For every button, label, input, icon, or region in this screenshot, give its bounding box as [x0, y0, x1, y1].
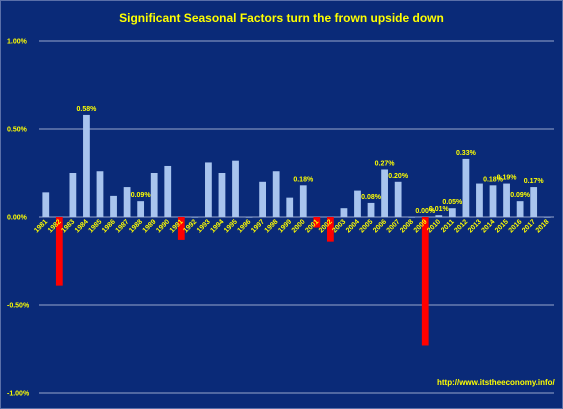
x-tick-label: 2017 — [521, 218, 537, 234]
bar — [177, 217, 185, 240]
bar — [286, 197, 294, 217]
x-tick-label: 1996 — [237, 218, 253, 234]
data-label: 0.19% — [497, 175, 518, 182]
x-tick-label: 2000 — [291, 218, 307, 234]
bar — [367, 202, 375, 217]
bar — [476, 183, 483, 217]
data-label: 0.27% — [375, 160, 396, 167]
x-tick-label: 2004 — [345, 218, 361, 234]
x-tick-label: 2015 — [494, 218, 510, 234]
bar — [462, 158, 470, 217]
data-label: 0.05% — [442, 199, 463, 206]
data-label: 0.18% — [293, 176, 314, 183]
x-tick-label: 1985 — [87, 218, 103, 234]
chart-title: Significant Seasonal Factors turn the fr… — [119, 11, 444, 25]
bar — [394, 181, 402, 217]
x-tick-label: 2014 — [480, 218, 496, 234]
bar — [150, 173, 158, 217]
x-tick-label: 2007 — [386, 218, 402, 234]
x-tick-label: 1998 — [264, 218, 280, 234]
data-label: 0.17% — [524, 178, 545, 185]
x-tick-label: 1999 — [277, 218, 293, 234]
y-tick-label: -0.50% — [7, 303, 30, 310]
data-label: 0.20% — [388, 173, 409, 180]
x-tick-label: 2008 — [399, 218, 415, 234]
bar — [381, 169, 388, 217]
bar — [272, 171, 280, 217]
x-tick-label: 1992 — [182, 218, 198, 234]
data-label: 0.09% — [510, 192, 531, 199]
bar — [245, 217, 253, 218]
x-tick-label: 2012 — [453, 218, 469, 234]
x-tick-label: 1987 — [115, 218, 131, 234]
data-label: 0.09% — [131, 192, 152, 199]
x-tick-label: 1989 — [142, 218, 158, 234]
bar — [55, 217, 63, 286]
bar — [218, 173, 226, 217]
x-tick-label: 1988 — [128, 218, 144, 234]
bar — [69, 173, 77, 217]
bar — [313, 217, 321, 228]
y-tick-label: -1.00% — [7, 391, 30, 398]
y-tick-label: 0.00% — [7, 215, 28, 222]
bar — [543, 217, 551, 218]
bar — [137, 201, 145, 217]
footer-url: http://www.itstheeconomy.info/ — [437, 378, 555, 387]
x-tick-label: 1995 — [223, 218, 239, 234]
data-label: 0.08% — [361, 194, 382, 201]
bar — [83, 114, 90, 217]
x-tick-label: 1994 — [209, 218, 225, 234]
x-tick-label: 2005 — [358, 218, 374, 234]
bar — [299, 185, 307, 217]
x-tick-label: 2011 — [440, 218, 456, 234]
bar — [489, 185, 497, 217]
bar — [42, 192, 50, 217]
bar — [530, 187, 538, 217]
data-label: 0.58% — [77, 106, 98, 113]
x-tick-label: 2006 — [372, 218, 388, 234]
x-tick-label: 1997 — [250, 218, 266, 234]
bar — [340, 208, 348, 217]
data-label: 0.33% — [456, 150, 477, 157]
bar — [110, 195, 117, 217]
x-tick-label: 2003 — [331, 218, 347, 234]
x-tick-label: 2018 — [535, 218, 551, 234]
x-tick-label: 1986 — [101, 218, 117, 234]
x-tick-label: 1990 — [155, 218, 171, 234]
bar — [205, 162, 212, 217]
bar — [435, 215, 443, 217]
data-label: 0.18% — [483, 176, 504, 183]
bar — [448, 208, 456, 217]
x-tick-label: 1983 — [60, 218, 76, 234]
x-tick-label: 1981 — [33, 218, 49, 234]
data-label: 0.01% — [429, 206, 450, 213]
x-tick-label: 2010 — [426, 218, 442, 234]
x-tick-label: 1993 — [196, 218, 212, 234]
x-tick-label: 2013 — [467, 218, 483, 234]
bar — [421, 217, 429, 346]
y-tick-label: 0.50% — [7, 127, 28, 134]
x-tick-label: 1984 — [74, 218, 90, 234]
bar — [191, 217, 199, 218]
bar — [96, 171, 104, 217]
x-tick-label: 2016 — [508, 218, 524, 234]
data-label: 0.00% — [415, 208, 436, 215]
y-tick-label: 1.00% — [7, 39, 28, 46]
bar — [516, 201, 524, 217]
bar — [259, 181, 267, 217]
bar — [354, 190, 361, 217]
bar — [123, 187, 131, 217]
bar — [503, 183, 510, 217]
bar — [326, 217, 334, 242]
bar — [408, 217, 416, 218]
bar — [164, 165, 172, 217]
bar — [232, 160, 239, 217]
